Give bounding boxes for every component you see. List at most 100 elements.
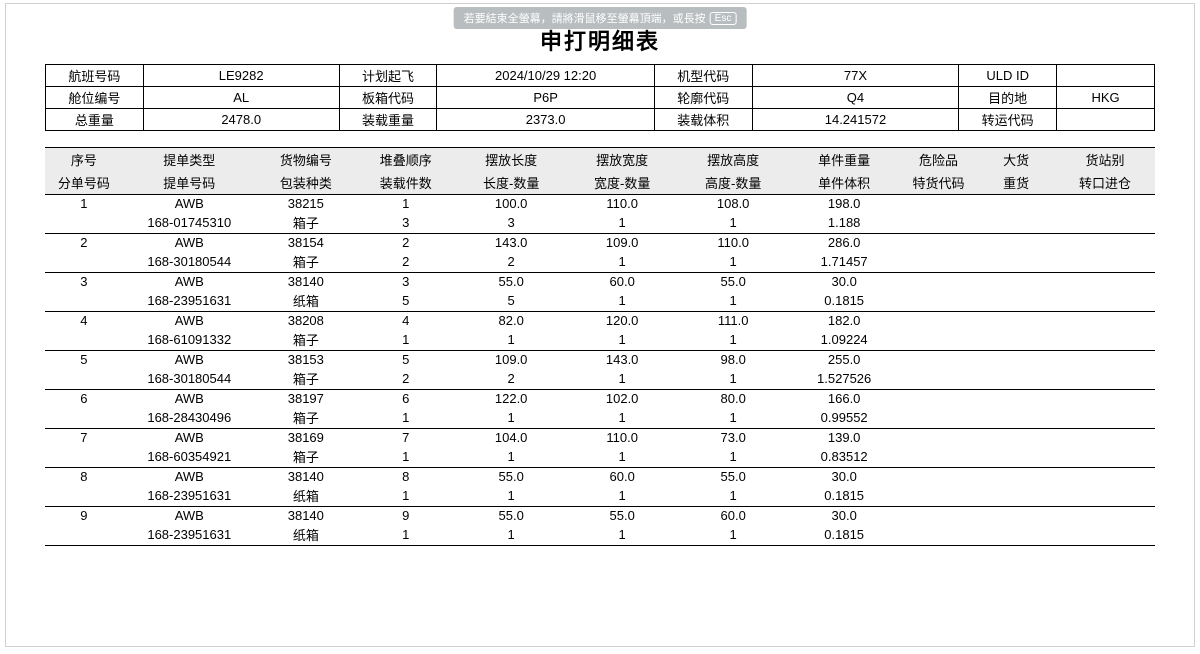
detail-table-body: 1AWB382151100.0110.0108.0198.0168-017453… xyxy=(45,195,1155,546)
table-cell: 110.0 xyxy=(567,195,678,213)
value-contour-code: Q4 xyxy=(752,87,959,109)
value-box-code: P6P xyxy=(437,87,654,109)
detail-col-subheader: 提单号码 xyxy=(123,171,256,195)
label-uld-id: ULD ID xyxy=(959,65,1057,87)
table-cell xyxy=(977,390,1055,408)
table-cell xyxy=(45,485,123,507)
table-cell xyxy=(977,351,1055,369)
table-row: 168-01745310箱子33111.188 xyxy=(45,212,1155,234)
table-cell: 30.0 xyxy=(789,507,900,525)
table-cell: 0.99552 xyxy=(789,407,900,429)
table-cell: 1 xyxy=(678,251,789,273)
table-cell xyxy=(977,312,1055,330)
table-row: 3AWB38140355.060.055.030.0 xyxy=(45,273,1155,291)
table-cell: 1 xyxy=(356,485,456,507)
table-cell xyxy=(1055,485,1155,507)
table-cell: AWB xyxy=(123,351,256,369)
table-cell xyxy=(900,485,978,507)
table-cell xyxy=(900,507,978,525)
table-cell: 1 xyxy=(678,407,789,429)
table-cell xyxy=(1055,524,1155,546)
table-cell xyxy=(900,312,978,330)
table-cell: 109.0 xyxy=(567,234,678,252)
table-cell: 108.0 xyxy=(678,195,789,213)
value-gross-wt: 2478.0 xyxy=(143,109,339,131)
table-cell: 1 xyxy=(678,368,789,390)
table-cell xyxy=(900,234,978,252)
table-cell: 箱子 xyxy=(256,407,356,429)
table-cell: 1 xyxy=(678,212,789,234)
table-row: 6AWB381976122.0102.080.0166.0 xyxy=(45,390,1155,408)
table-cell xyxy=(45,251,123,273)
table-cell: 1 xyxy=(45,195,123,213)
table-cell: 7 xyxy=(356,429,456,447)
document-page: 若要結束全螢幕，請將滑鼠移至螢幕頂端，或長按 Esc 申打明细表 航班号码 LE… xyxy=(5,3,1195,647)
header-row-1: 航班号码 LE9282 计划起飞 2024/10/29 12:20 机型代码 7… xyxy=(46,65,1155,87)
table-cell: 38140 xyxy=(256,507,356,525)
table-cell xyxy=(45,329,123,351)
table-cell: 6 xyxy=(45,390,123,408)
table-cell: 38215 xyxy=(256,195,356,213)
esc-key-badge: Esc xyxy=(710,12,737,25)
table-cell xyxy=(977,234,1055,252)
value-flight-no: LE9282 xyxy=(143,65,339,87)
table-cell xyxy=(45,407,123,429)
table-cell: 2 xyxy=(356,234,456,252)
table-cell: 箱子 xyxy=(256,251,356,273)
table-cell: 5 xyxy=(356,290,456,312)
table-row: 168-23951631纸箱55110.1815 xyxy=(45,290,1155,312)
table-cell: AWB xyxy=(123,273,256,291)
table-cell: 168-01745310 xyxy=(123,212,256,234)
table-cell: 286.0 xyxy=(789,234,900,252)
table-row: 8AWB38140855.060.055.030.0 xyxy=(45,468,1155,486)
table-cell: 1.527526 xyxy=(789,368,900,390)
table-cell: 5 xyxy=(45,351,123,369)
table-cell: 38208 xyxy=(256,312,356,330)
table-cell: 55.0 xyxy=(456,468,567,486)
table-cell xyxy=(900,212,978,234)
table-cell: 4 xyxy=(45,312,123,330)
table-cell: AWB xyxy=(123,195,256,213)
table-cell: 1 xyxy=(567,251,678,273)
table-cell xyxy=(977,485,1055,507)
table-cell xyxy=(900,429,978,447)
value-uld-id xyxy=(1057,65,1155,87)
table-cell xyxy=(900,290,978,312)
table-cell: 168-28430496 xyxy=(123,407,256,429)
table-cell: 60.0 xyxy=(567,273,678,291)
value-ac-type: 77X xyxy=(752,65,959,87)
table-cell: 0.1815 xyxy=(789,524,900,546)
table-cell xyxy=(1055,390,1155,408)
table-cell: 168-23951631 xyxy=(123,524,256,546)
detail-col-header: 提单类型 xyxy=(123,148,256,172)
header-row-2: 舱位编号 AL 板箱代码 P6P 轮廓代码 Q4 目的地 HKG xyxy=(46,87,1155,109)
table-cell: 8 xyxy=(45,468,123,486)
table-cell: 箱子 xyxy=(256,368,356,390)
table-cell: 纸箱 xyxy=(256,290,356,312)
table-cell xyxy=(1055,195,1155,213)
table-cell xyxy=(45,212,123,234)
table-cell xyxy=(1055,312,1155,330)
table-cell: 9 xyxy=(356,507,456,525)
table-cell xyxy=(1055,368,1155,390)
table-cell: 0.83512 xyxy=(789,446,900,468)
table-cell: 1 xyxy=(456,407,567,429)
table-cell: 143.0 xyxy=(456,234,567,252)
fullscreen-hint-text: 若要結束全螢幕，請將滑鼠移至螢幕頂端，或長按 xyxy=(464,10,706,26)
table-cell: 1 xyxy=(567,290,678,312)
table-cell: 1 xyxy=(456,446,567,468)
detail-col-header: 堆叠顺序 xyxy=(356,148,456,172)
detail-col-subheader: 宽度-数量 xyxy=(567,171,678,195)
table-cell: 纸箱 xyxy=(256,485,356,507)
table-cell: 1 xyxy=(456,485,567,507)
table-row: 7AWB381697104.0110.073.0139.0 xyxy=(45,429,1155,447)
table-cell: 168-30180544 xyxy=(123,368,256,390)
table-cell: 3 xyxy=(356,212,456,234)
table-cell: 1 xyxy=(678,446,789,468)
table-cell: 55.0 xyxy=(456,507,567,525)
table-row: 168-30180544箱子22111.527526 xyxy=(45,368,1155,390)
table-cell: AWB xyxy=(123,468,256,486)
table-cell: 102.0 xyxy=(567,390,678,408)
table-cell: 箱子 xyxy=(256,446,356,468)
table-cell: 7 xyxy=(45,429,123,447)
